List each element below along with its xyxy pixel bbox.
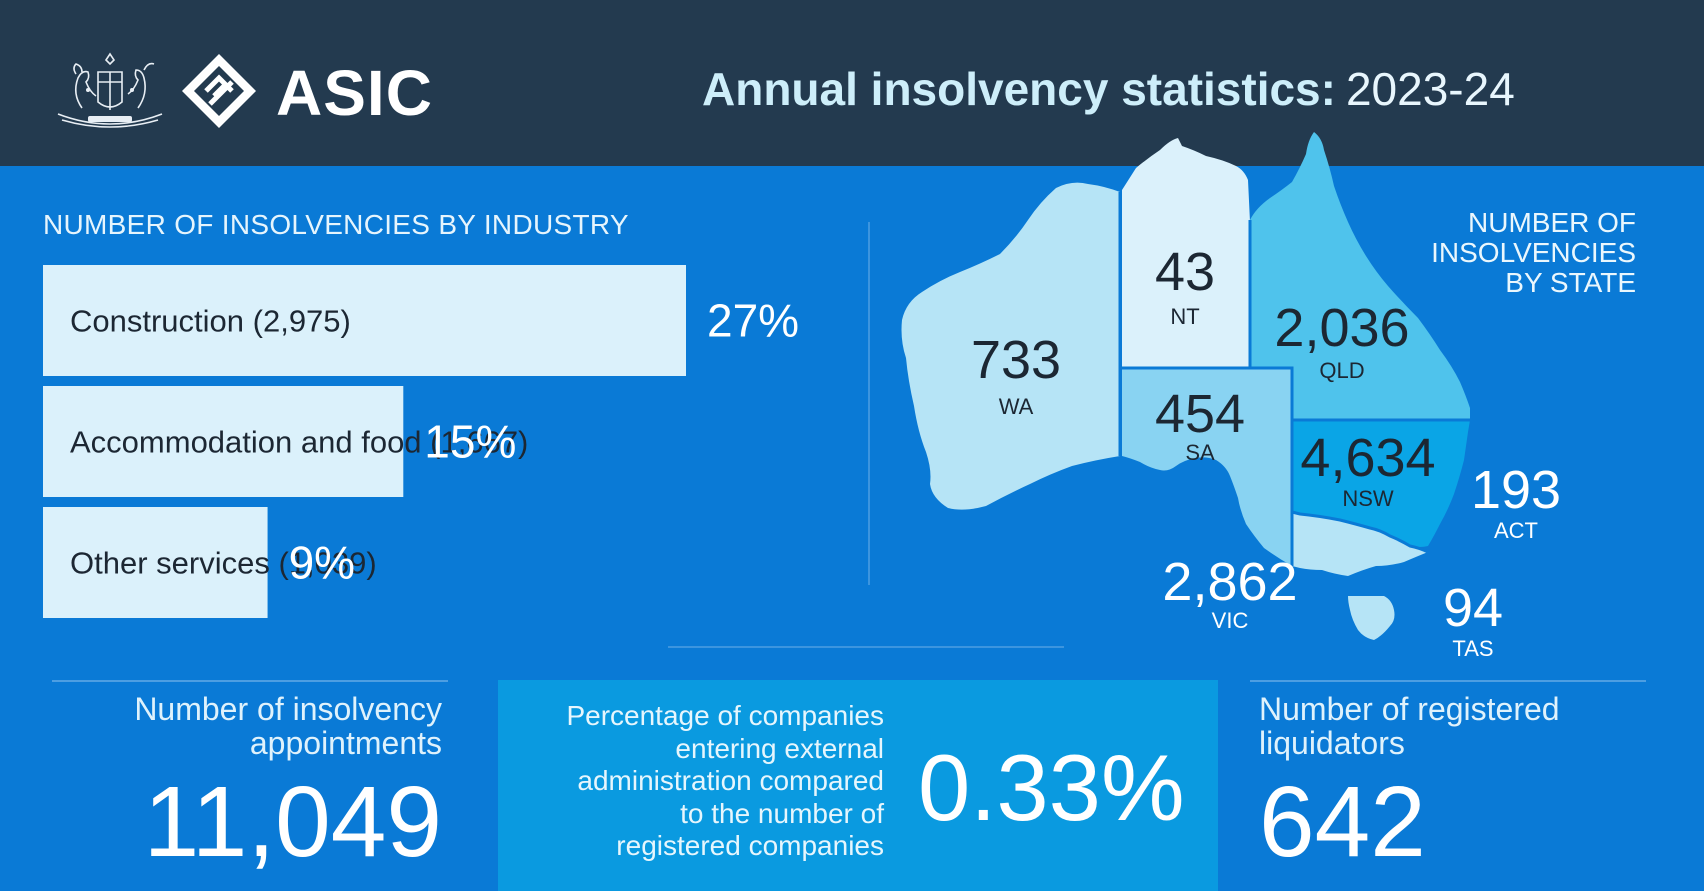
state-title-line-2: INSOLVENCIES <box>1431 237 1636 268</box>
industry-percent-label-3: 9% <box>289 537 355 589</box>
percentage-label-line-3: administration compared <box>577 765 884 796</box>
liquidators-value: 642 <box>1259 766 1426 878</box>
industry-bar-2 <box>43 386 404 497</box>
industry-bar-label-3: Other services (1,039) <box>70 546 377 581</box>
percentage-panel <box>498 680 1218 891</box>
state-title-line-3: BY STATE <box>1505 267 1636 298</box>
state-vic <box>1292 512 1428 576</box>
australia-state-map <box>901 132 1470 640</box>
industry-bar-1 <box>43 265 686 376</box>
industry-bar-3 <box>43 507 268 618</box>
state-nt <box>1122 138 1250 368</box>
horizontal-divider <box>668 646 1064 648</box>
title-strong: Annual insolvency statistics: <box>702 63 1336 115</box>
state-qld <box>1250 132 1470 420</box>
asic-logo-icon <box>182 54 256 128</box>
liquidators-label: Number of registered liquidators <box>1259 692 1560 760</box>
appointments-divider <box>52 680 448 682</box>
logo-text: ASIC <box>276 57 433 129</box>
percentage-value: 0.33% <box>918 735 1185 840</box>
liquidators-label-line-2: liquidators <box>1259 725 1405 761</box>
industry-bar-label-2: Accommodation and food (1,667) <box>70 425 528 460</box>
percentage-label-line-1: Percentage of companies <box>566 700 884 731</box>
industry-bar-chart: Construction (2,975) 27% Accommodation and… <box>43 265 799 618</box>
liquidators-divider <box>1250 680 1646 682</box>
state-sa <box>1122 368 1292 566</box>
liquidators-label-line-1: Number of registered <box>1259 691 1560 727</box>
industry-chart-title: NUMBER OF INSOLVENCIES BY INDUSTRY <box>43 209 629 240</box>
state-chart-title: NUMBER OF INSOLVENCIES BY STATE <box>1431 208 1636 298</box>
percentage-label-line-2: entering external <box>675 732 884 764</box>
title-year: 2023-24 <box>1345 63 1515 115</box>
appointments-value: 11,049 <box>143 766 442 878</box>
percentage-label: Percentage of companies entering externa… <box>566 700 884 863</box>
appointments-label-line-1: Number of insolvency <box>134 691 442 727</box>
industry-percent-label-2: 15% <box>424 416 516 468</box>
state-title-line-1: NUMBER OF <box>1468 207 1636 238</box>
industry-percent-label-1: 27% <box>707 295 799 347</box>
percentage-label-line-5: registered companies <box>616 830 884 861</box>
state-border <box>1118 192 1470 566</box>
header: ASIC Annual insolvency statistics: 2023-2… <box>0 0 1704 166</box>
industry-bar-label-1: Construction (2,975) <box>70 304 351 339</box>
percentage-label-line-4: to the number of <box>680 797 884 829</box>
state-nsw <box>1292 420 1470 547</box>
vertical-divider <box>868 222 870 585</box>
appointments-label-line-2: appointments <box>249 725 442 761</box>
coat-of-arms-icon <box>57 52 163 128</box>
state-tas <box>1348 596 1395 640</box>
state-wa <box>901 182 1120 510</box>
appointments-label: Number of insolvency appointments <box>134 692 442 760</box>
page-title: Annual insolvency statistics: 2023-24 <box>702 62 1515 116</box>
